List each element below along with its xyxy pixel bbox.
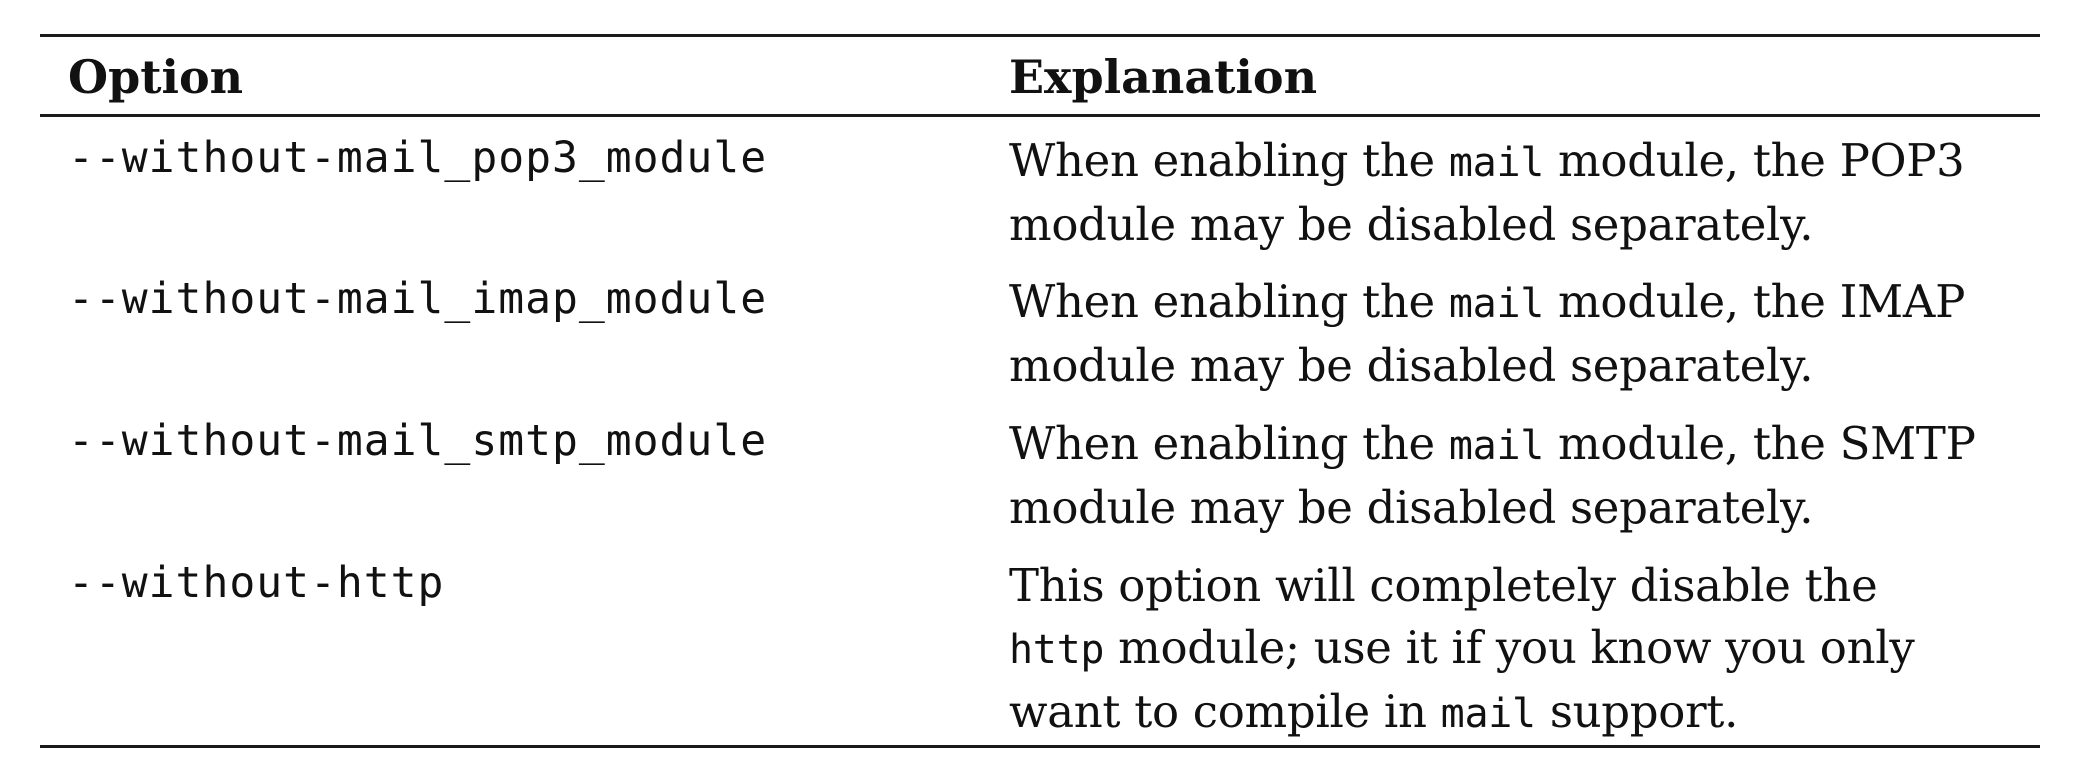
explanation-text: module, the POP3 [1544, 134, 1965, 187]
explanation-text: want to compile in [1009, 684, 1441, 738]
explanation-text: When enabling the [1009, 274, 1449, 328]
options-table: Option Explanation --without-mail_pop3_m… [40, 34, 2040, 748]
explanation-line: When enabling the mail module, the POP3 [1009, 130, 2040, 194]
explanation-cell: When enabling the mail module, the IMAP … [981, 258, 2040, 400]
table-row: --without-http This option will complete… [40, 542, 2040, 747]
explanation-text: module; use it if you know you only [1104, 620, 1915, 674]
inline-code: mail [1448, 422, 1545, 469]
option-cell: --without-mail_imap_module [68, 273, 768, 324]
explanation-text: When enabling the [1009, 134, 1449, 187]
explanation-text: When enabling the [1009, 416, 1449, 470]
inline-code: http [1009, 626, 1105, 673]
header-option: Option [68, 50, 244, 104]
option-cell: --without-http [68, 557, 445, 608]
explanation-line: When enabling the mail module, the IMAP [1009, 271, 2040, 335]
table-row: --without-mail_pop3_module When enabling… [40, 116, 2040, 258]
explanation-line: http module; use it if you know you only [1009, 617, 2040, 681]
explanation-text: support. [1535, 684, 1739, 738]
explanation-text: module, the IMAP [1544, 274, 1966, 328]
option-cell: --without-mail_smtp_module [68, 415, 768, 466]
header-explanation: Explanation [1009, 50, 1318, 104]
explanation-line: module may be disabled separately. [1009, 480, 1814, 534]
explanation-line: This option will completely disable the [1009, 558, 1878, 612]
explanation-text: module, the SMTP [1544, 416, 1976, 470]
table-row: --without-mail_smtp_module When enabling… [40, 400, 2040, 542]
inline-code: mail [1448, 280, 1545, 327]
table-row: --without-mail_imap_module When enabling… [40, 258, 2040, 400]
explanation-line: module may be disabled separately. [1009, 338, 1814, 392]
explanation-line: When enabling the mail module, the SMTP [1009, 413, 2040, 477]
inline-code: mail [1440, 690, 1536, 737]
explanation-line: want to compile in mail support. [1009, 681, 2040, 745]
explanation-cell: When enabling the mail module, the POP3 … [981, 116, 2040, 258]
explanation-cell: This option will completely disable the … [981, 542, 2040, 747]
explanation-cell: When enabling the mail module, the SMTP … [981, 400, 2040, 542]
table-header-row: Option Explanation [40, 35, 2040, 116]
explanation-line: module may be disabled separately. [1009, 198, 1814, 251]
inline-code: mail [1448, 140, 1545, 186]
option-cell: --without-mail_pop3_module [68, 133, 768, 183]
